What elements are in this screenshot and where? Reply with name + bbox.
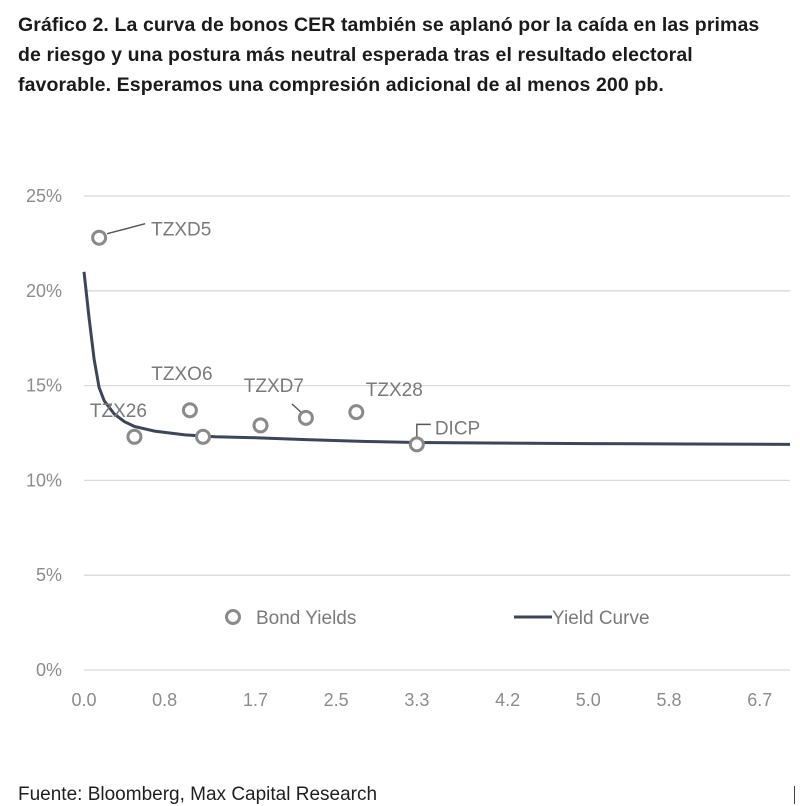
- yield-curve-line: [82, 271, 791, 446]
- x-tick-label: 6.7: [747, 690, 772, 710]
- chart-title: Gráfico 2. La curva de bonos CER también…: [18, 14, 760, 96]
- source-note: Fuente: Bloomberg, Max Capital Research: [18, 784, 378, 805]
- bond-yield-points: [91, 229, 425, 453]
- x-tick-label: 1.7: [243, 690, 268, 710]
- legend-label-bond-yields: Bond Yields: [256, 608, 356, 629]
- bond-label: TZXD7: [244, 376, 304, 397]
- bond-label: DICP: [435, 418, 480, 439]
- bond-yield-point: [126, 428, 143, 445]
- bond-label: TZX28: [366, 380, 423, 401]
- x-tick-label: 5.8: [656, 690, 681, 710]
- bond-yield-point: [408, 436, 425, 453]
- x-tick-label: 3.3: [404, 690, 429, 710]
- y-tick-label: 10%: [26, 470, 62, 490]
- bond-label: TZXD5: [151, 220, 211, 241]
- label-leader-lines: [106, 223, 431, 441]
- x-tick-label: 4.2: [495, 690, 520, 710]
- y-axis-labels: 0% 5% 10% 15% 20% 25%: [26, 186, 62, 680]
- grid-lines: [84, 195, 790, 671]
- bond-label: TZX26: [90, 401, 147, 422]
- legend: Bond Yields Yield Curve: [225, 608, 650, 629]
- bond-yield-point: [195, 428, 212, 445]
- edge-divider: [794, 786, 795, 804]
- x-tick-label: 5.0: [576, 690, 601, 710]
- bond-yield-point: [252, 417, 269, 434]
- bond-yield-point: [181, 402, 198, 419]
- bond-yield-point: [91, 229, 108, 246]
- y-tick-label: 0%: [36, 660, 62, 680]
- leader-line: [106, 223, 146, 235]
- bond-label: TZXO6: [151, 364, 212, 385]
- y-tick-label: 25%: [26, 186, 62, 206]
- y-tick-label: 20%: [26, 281, 62, 301]
- bond-yield-point: [348, 404, 365, 421]
- legend-label-yield-curve: Yield Curve: [552, 608, 650, 629]
- x-tick-label: 0.0: [71, 690, 96, 710]
- yield-chart: 0% 5% 10% 15% 20% 25% 0.0 0.8 1.7 2.5 3.3 4.2 5.0 5.…: [26, 186, 791, 710]
- x-tick-label: 0.8: [152, 690, 177, 710]
- y-tick-label: 15%: [26, 376, 62, 396]
- leader-line: [416, 423, 431, 441]
- y-tick-label: 5%: [36, 565, 62, 585]
- bond-yield-point: [297, 409, 314, 426]
- x-tick-label: 2.5: [324, 690, 349, 710]
- x-axis-labels: 0.0 0.8 1.7 2.5 3.3 4.2 5.0 5.8 6.7: [71, 690, 772, 710]
- legend-marker-bond-yields: [225, 609, 241, 625]
